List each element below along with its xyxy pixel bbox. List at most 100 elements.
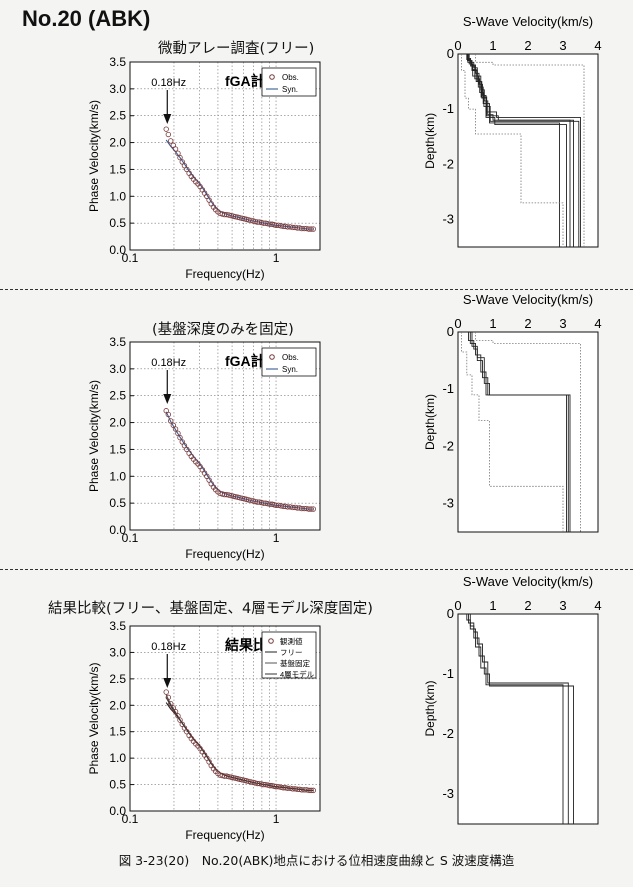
obs-point (168, 138, 174, 144)
y-tick-label: -2 (442, 438, 454, 453)
plot-frame (129, 341, 321, 531)
y-tick-label: 1.0 (109, 469, 126, 483)
y-tick-label: 0.5 (109, 496, 126, 510)
y-tick-label: -1 (442, 666, 454, 681)
obs-point (284, 785, 291, 791)
search-range-profile (475, 332, 581, 532)
annotation-arrowhead (163, 394, 172, 404)
legend-box (261, 67, 317, 97)
plot-frame (457, 613, 599, 825)
x-tick-label: 2 (524, 38, 531, 53)
y-tick-label: 2.5 (109, 389, 126, 403)
legend-label: 観測値 (280, 636, 303, 646)
y-axis-label: Phase Velocity(km/s) (87, 380, 101, 492)
legend-obs-marker (268, 638, 274, 644)
y-axis-label: Phase Velocity(km/s) (87, 100, 101, 212)
x-axis-label: Frequency(Hz) (185, 828, 264, 842)
x-tick-label: 0.1 (122, 531, 139, 545)
x-tick-label: 0 (454, 316, 461, 331)
y-axis-label: Phase Velocity(km/s) (87, 662, 101, 774)
x-tick-label: 0 (454, 38, 461, 53)
obs-point (284, 224, 291, 230)
obs-point (267, 782, 273, 789)
obs-point (175, 713, 181, 719)
x-tick-label: 3 (559, 38, 566, 53)
s-wave-velocity-chart-3: S-Wave Velocity(km/s)0 1 2 3 40-1-2-3Depth(k… (423, 574, 602, 825)
y-tick-label: -2 (442, 156, 454, 171)
search-range-profile (475, 54, 585, 247)
y-tick-label: 0 (447, 606, 454, 621)
y-tick-label: 2.5 (109, 109, 126, 123)
obs-point (177, 154, 183, 161)
obs-point (310, 506, 317, 512)
x-tick-label: 3 (559, 316, 566, 331)
y-tick-label: 1.5 (109, 442, 126, 456)
velocity-profile (471, 332, 569, 532)
y-tick-label: -1 (442, 381, 454, 396)
obs-point (284, 504, 291, 510)
legend-label: Obs. (282, 353, 299, 362)
x-axis-label: Frequency(Hz) (185, 547, 264, 561)
search-range-profile (461, 54, 564, 247)
y-tick-label: 1.5 (109, 162, 126, 176)
obs-point (177, 717, 183, 723)
legend-label: 4層モデル (280, 669, 315, 679)
s-wave-velocity-chart-2: S-Wave Velocity(km/s)0 1 2 3 40-1-2-3Depth(k… (423, 292, 602, 533)
x-tick-label: 0.1 (122, 251, 139, 265)
obs-point (168, 418, 174, 424)
phase-velocity-chart-2: 0.0 0.5 1.0 1.5 2.0 2.5 3.0 3.5 0.1 1 Frequency(Hz… (87, 335, 321, 561)
obs-point (172, 426, 179, 432)
velocity-profile (468, 614, 569, 824)
phase-velocity-chart-1: 0.0 0.5 1.0 1.5 2.0 2.5 3.0 3.5 0.1 1 Frequency(Hz… (87, 55, 321, 281)
x-tick-label: 2 (524, 598, 531, 613)
annotation-arrowhead (163, 114, 172, 124)
obs-point (308, 506, 314, 512)
legend-label: Syn. (282, 85, 298, 94)
x-axis-label: Frequency(Hz) (185, 267, 264, 281)
y-tick-label: 0.5 (109, 778, 126, 792)
y-tick-label: -3 (442, 786, 454, 801)
y-tick-label: -1 (442, 101, 454, 116)
y-tick-label: 3.5 (109, 55, 126, 69)
annotation-label: 0.18Hz (151, 77, 186, 89)
obs-point (177, 434, 183, 441)
chart-title: S-Wave Velocity(km/s) (463, 574, 593, 589)
y-tick-label: 3.5 (109, 335, 126, 349)
y-tick-label: 3.0 (109, 362, 126, 376)
obs-point (308, 226, 314, 232)
x-tick-label: 1 (273, 812, 280, 826)
section-1-title: 微動アレー調査(フリー) (158, 41, 315, 57)
x-tick-label: 3 (559, 598, 566, 613)
obs-point (181, 162, 188, 169)
x-tick-label: 1 (273, 531, 280, 545)
y-tick-label: 0.0 (109, 804, 126, 818)
y-tick-label: 0.0 (109, 523, 126, 537)
search-range-profile (461, 332, 564, 532)
figure-caption: 図 3-23(20) No.20(ABK)地点における位相速度曲線と S 波速度… (118, 853, 515, 868)
plot-frame (129, 61, 321, 251)
section-divider (0, 569, 633, 570)
y-tick-label: 1.0 (109, 751, 126, 765)
obs-point (168, 700, 174, 707)
x-tick-label: 4 (594, 598, 601, 613)
annotation-label: 0.18Hz (151, 357, 186, 369)
x-tick-label: 0.1 (122, 812, 139, 826)
obs-point (165, 131, 172, 138)
s-wave-velocity-chart-1: S-Wave Velocity(km/s)0 1 2 3 40-1-2-3Depth(k… (423, 14, 602, 248)
legend-obs-marker (269, 74, 275, 80)
legend-label: 基盤固定 (280, 658, 310, 668)
y-tick-label: 1.0 (109, 189, 126, 203)
y-tick-label: 3.0 (109, 82, 126, 96)
obs-point (184, 166, 190, 173)
section-divider (0, 289, 633, 290)
obs-point (175, 150, 181, 157)
obs-point (175, 430, 181, 437)
y-tick-label: -3 (442, 495, 454, 510)
y-axis-label: Depth(km) (423, 394, 437, 450)
y-tick-label: -2 (442, 726, 454, 741)
x-tick-label: 1 (489, 598, 496, 613)
obs-point (310, 787, 317, 794)
obs-point (267, 221, 273, 227)
legend-box (261, 347, 317, 377)
legend-box (261, 631, 317, 679)
